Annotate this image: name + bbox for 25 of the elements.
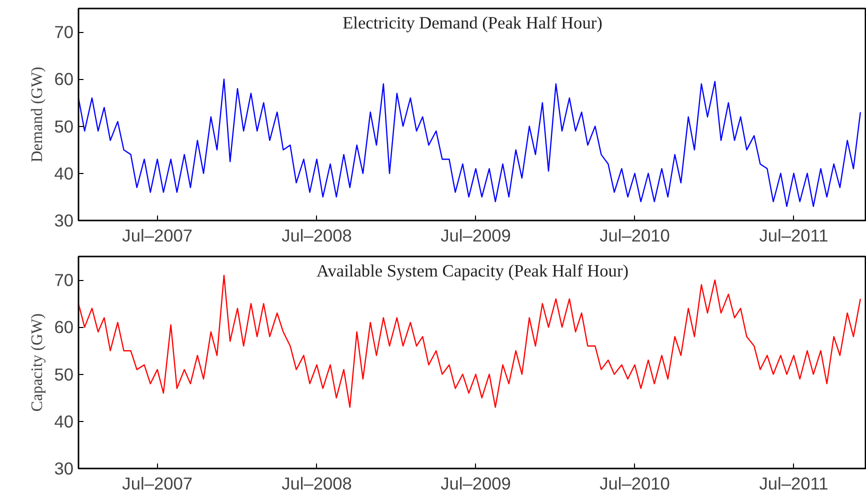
x-tick-label: Jul–2008 <box>282 474 352 494</box>
y-tick-label: 40 <box>54 163 74 184</box>
y-tick-label: 70 <box>54 22 74 42</box>
x-tick-label: Jul–2011 <box>759 474 828 494</box>
x-tick-label: Jul–2007 <box>122 474 193 494</box>
chart-title: Available System Capacity (Peak Half Hour) <box>316 262 629 280</box>
x-tick-label: Jul–2011 <box>759 226 828 246</box>
x-tick-label: Jul–2010 <box>600 226 670 246</box>
y-tick-label: 30 <box>54 458 74 478</box>
x-tick-label: Jul–2010 <box>600 474 670 494</box>
y-tick-label: 30 <box>54 210 74 230</box>
line-series <box>78 78 861 207</box>
y-tick-label: 60 <box>54 69 74 90</box>
y-axis-title: Demand (GW) <box>29 66 46 162</box>
chart-title: Electricity Demand (Peak Half Hour) <box>342 14 603 32</box>
x-tick-label: Jul–2009 <box>440 474 511 494</box>
y-tick-label: 50 <box>54 364 74 384</box>
y-tick-label: 70 <box>54 270 74 290</box>
x-tick-label: Jul–2009 <box>440 226 511 246</box>
y-tick-label: 40 <box>54 411 74 432</box>
x-tick-label: Jul–2007 <box>122 226 193 246</box>
y-tick-label: 50 <box>54 116 74 136</box>
y-axis-title: Capacity (GW) <box>29 313 46 412</box>
y-tick-label: 60 <box>54 317 74 338</box>
x-tick-label: Jul–2008 <box>282 226 352 246</box>
